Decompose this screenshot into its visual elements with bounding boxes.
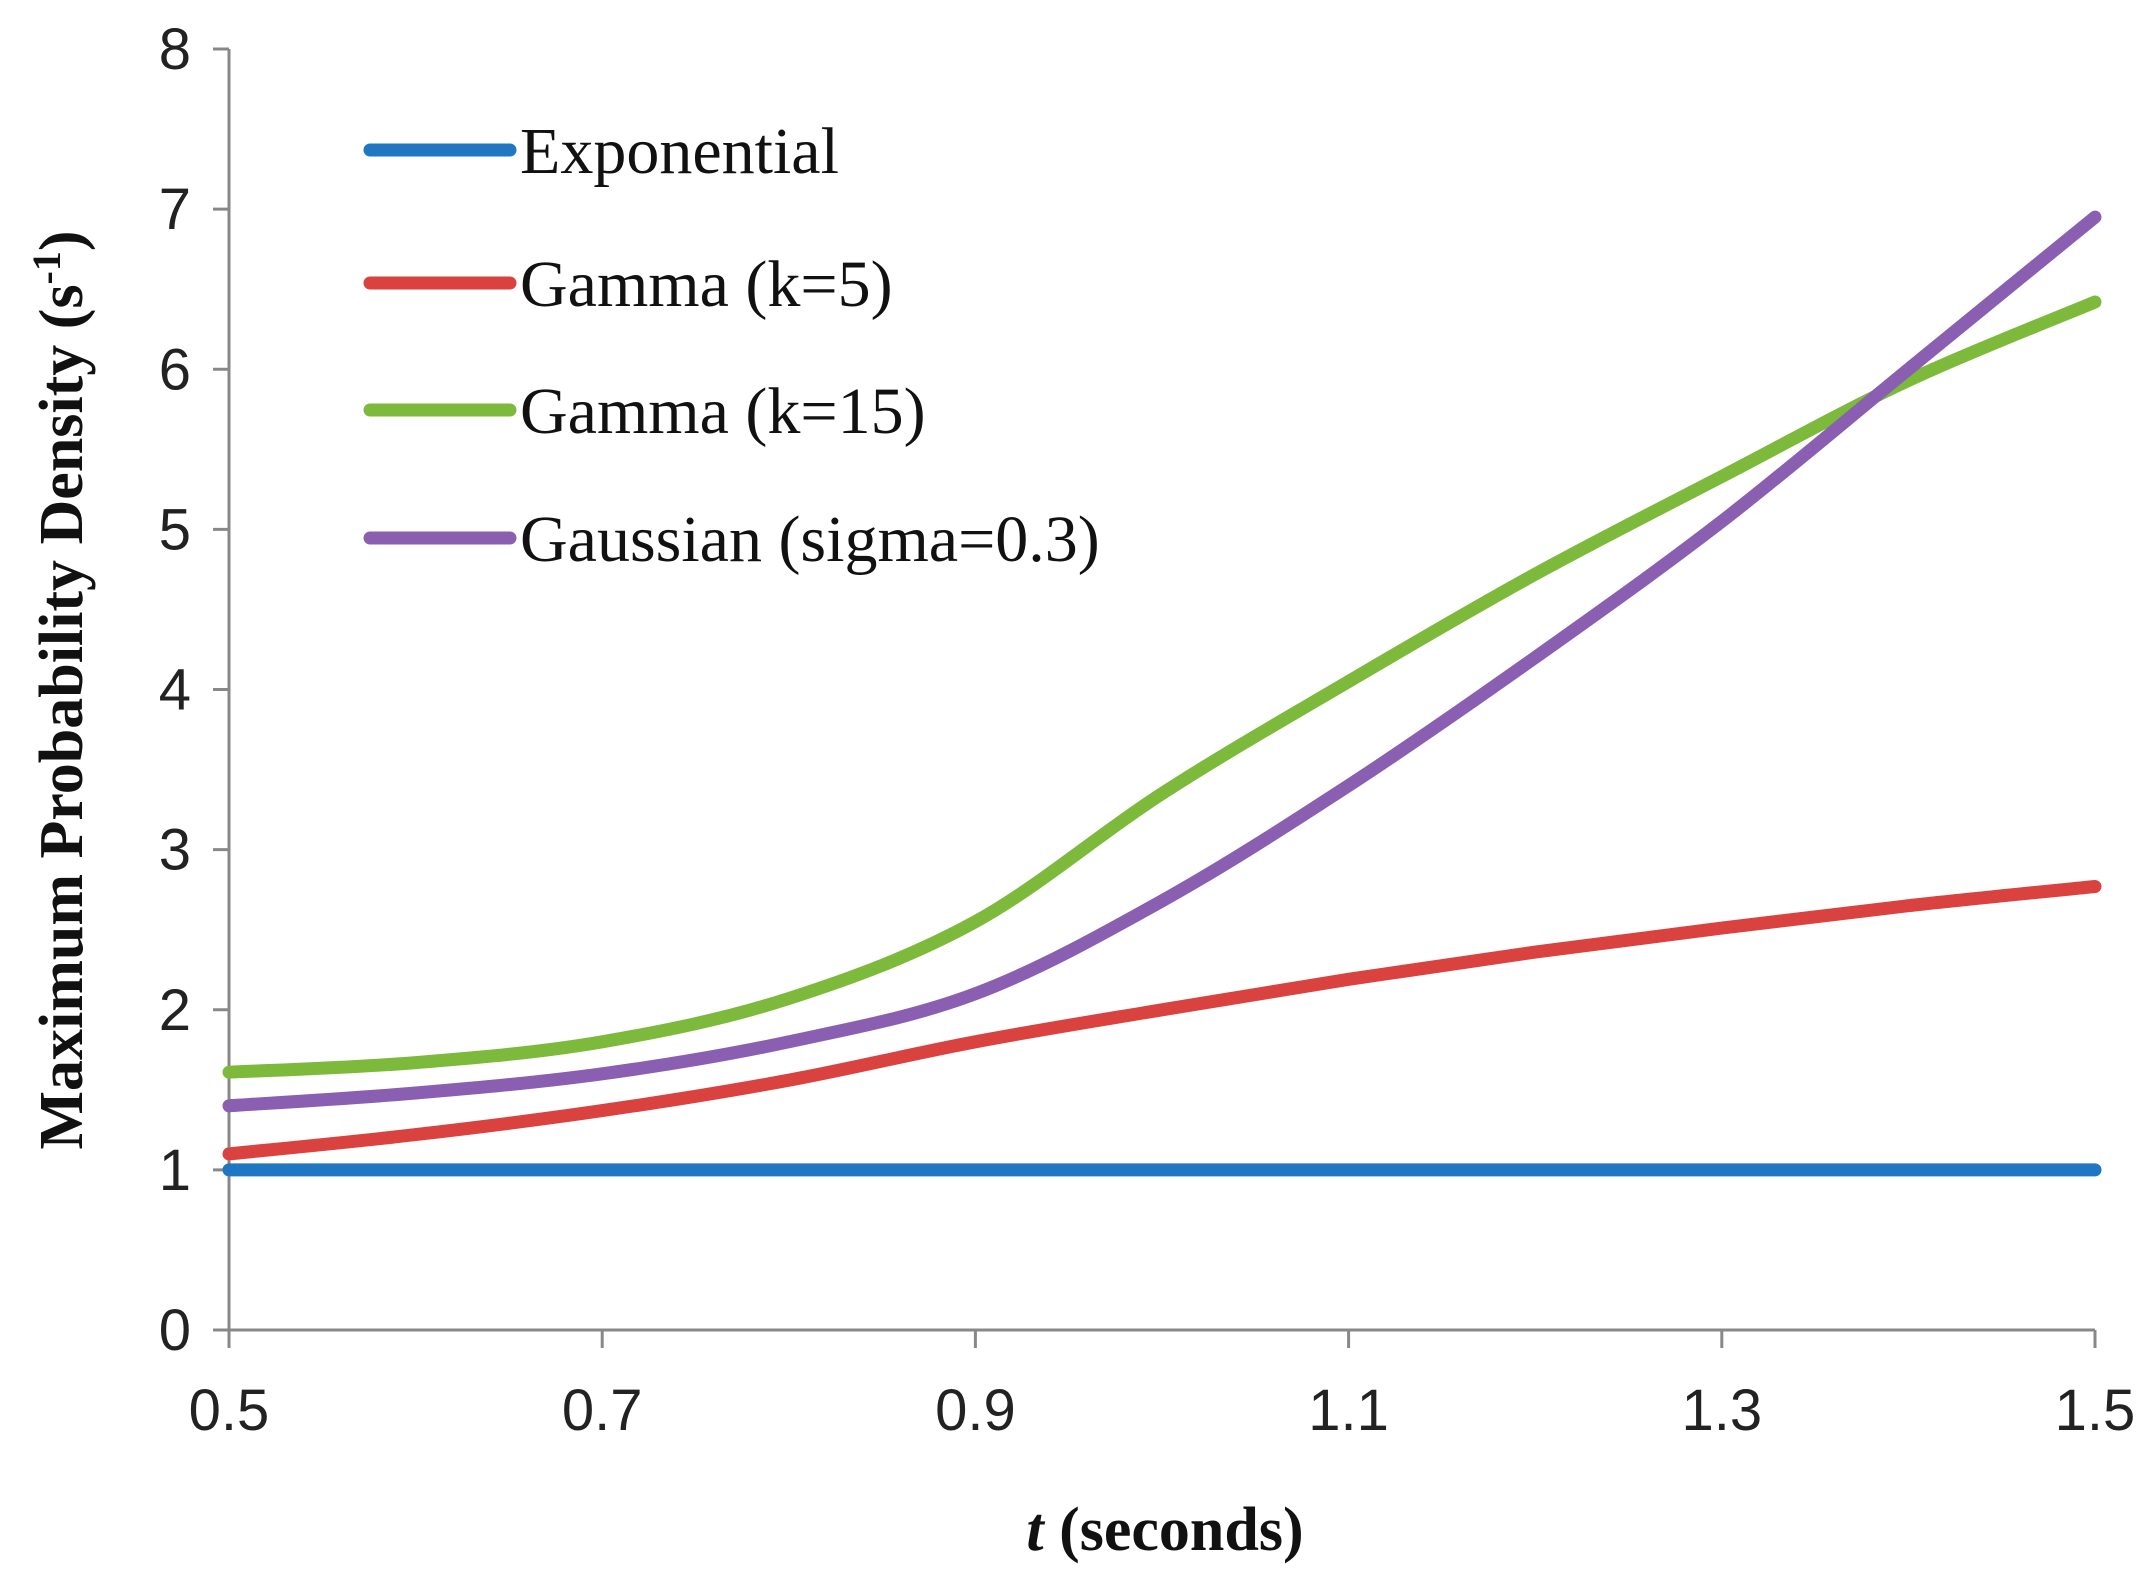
y-tick-label: 0: [159, 1298, 191, 1363]
y-tick-label: 7: [159, 177, 191, 242]
series-line-gamma-k-5: [222, 880, 2102, 1161]
y-tick-label: 1: [159, 1138, 191, 1203]
x-tick-label: 0.7: [562, 1378, 643, 1443]
y-tick-label: 8: [159, 17, 191, 82]
y-axis-title: Maximum Probability Density (s-1): [24, 230, 96, 1149]
legend-label-exponential: Exponential: [520, 115, 839, 188]
legend-label-gaussian-sigma-0-3: Gaussian (sigma=0.3): [520, 503, 1100, 576]
y-axis-title-superscript: -1: [24, 251, 69, 284]
x-axis-title-text: (seconds): [1044, 1496, 1304, 1564]
x-axis-ticks: 0.5 0.7 0.9 1.1 1.3 1.5: [189, 1330, 2136, 1443]
legend: Exponential Gamma (k=5) Gamma (k=15) Gaussi…: [363, 115, 1100, 576]
y-tick-label: 2: [159, 978, 191, 1043]
y-tick-label: 4: [159, 658, 191, 723]
y-axis-title-text: Maximum Probability Density (s: [28, 284, 96, 1149]
y-tick-label: 6: [159, 337, 191, 402]
x-tick-label: 1.1: [1308, 1378, 1389, 1443]
y-tick-label: 5: [159, 497, 191, 562]
x-axis-title-italic: t: [1026, 1496, 1045, 1564]
y-tick-label: 3: [159, 818, 191, 883]
x-tick-label: 0.5: [189, 1378, 270, 1443]
series-line-gaussian-sigma-0-3: [222, 210, 2102, 1113]
x-tick-label: 1.3: [1681, 1378, 1762, 1443]
y-axis-title-close: ): [28, 230, 96, 251]
y-axis-ticks: 0 1 2 3 4 5 6 7 8: [159, 17, 229, 1363]
legend-label-gamma-k-15: Gamma (k=15): [520, 375, 926, 448]
series-line-gamma-k-15: [222, 295, 2102, 1079]
x-tick-label: 0.9: [935, 1378, 1016, 1443]
legend-label-gamma-k-5: Gamma (k=5): [520, 248, 893, 321]
x-axis-title: t (seconds): [1026, 1496, 1303, 1564]
x-tick-label: 1.5: [2055, 1378, 2136, 1443]
series-layer: [222, 210, 2102, 1177]
